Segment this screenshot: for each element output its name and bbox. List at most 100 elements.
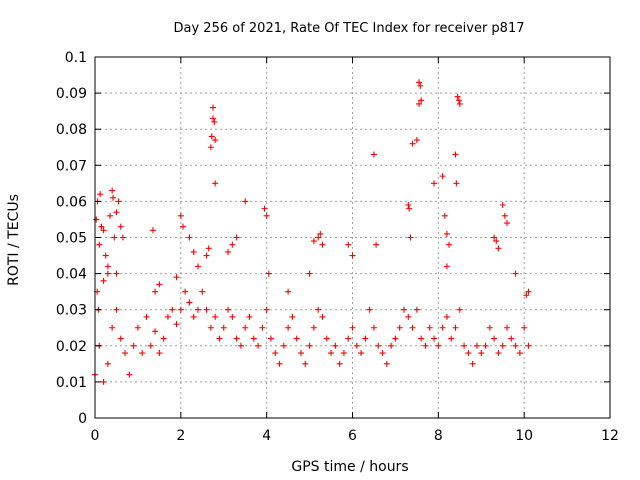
data-point (276, 360, 283, 367)
data-point (453, 180, 460, 187)
data-point (443, 313, 450, 320)
data-point (203, 252, 210, 259)
data-point (117, 335, 124, 342)
data-point (96, 241, 103, 248)
data-point (323, 335, 330, 342)
x-tick-label: 10 (515, 428, 533, 444)
data-point (315, 306, 322, 313)
data-point (182, 288, 189, 295)
axis-ticks (94, 56, 611, 419)
data-point (358, 350, 365, 357)
data-point (190, 248, 197, 255)
data-point (388, 342, 395, 349)
data-point (130, 342, 137, 349)
data-point (452, 324, 459, 331)
y-tick-label: 0.09 (56, 86, 87, 102)
data-point (160, 335, 167, 342)
data-point (233, 234, 240, 241)
data-point (205, 245, 212, 252)
data-point (504, 324, 510, 331)
data-point (109, 324, 116, 331)
data-point (401, 306, 407, 313)
data-point (431, 180, 438, 187)
data-point (491, 234, 498, 241)
data-point (431, 335, 438, 342)
data-point (212, 137, 219, 144)
data-point (370, 151, 377, 158)
data-point (443, 230, 450, 237)
data-point (306, 342, 313, 349)
data-point (319, 241, 326, 248)
data-point (255, 342, 262, 349)
data-point (169, 306, 176, 313)
data-point (117, 223, 124, 230)
x-tick-label: 0 (91, 428, 100, 444)
chart-title: Day 256 of 2021, Rate Of TEC Index for r… (174, 21, 525, 36)
data-point (152, 328, 159, 335)
data-point (149, 227, 156, 234)
data-point (482, 342, 489, 349)
data-point (521, 324, 528, 331)
data-point (499, 342, 506, 349)
data-point (454, 93, 461, 100)
data-point (441, 212, 448, 219)
x-tick-label: 12 (601, 428, 619, 444)
data-point (439, 173, 446, 180)
data-point (407, 234, 414, 241)
data-point (104, 360, 111, 367)
data-point (345, 335, 352, 342)
data-point (210, 104, 217, 111)
y-tick-labels: 0 0.01 0.02 0.03 0.04 0.05 0.06 0.07 0.08 0.09 0.1 (56, 50, 87, 427)
x-tick-labels: 0 2 4 6 8 10 12 (91, 428, 619, 444)
data-point (156, 281, 163, 288)
data-point (443, 263, 450, 270)
data-point (512, 270, 519, 277)
data-point (199, 288, 206, 295)
data-point (242, 198, 249, 205)
data-point (302, 360, 309, 367)
data-point (250, 335, 257, 342)
y-tick-label: 0.04 (56, 267, 87, 283)
data-point (525, 288, 532, 295)
data-point (111, 234, 118, 241)
data-point (212, 313, 219, 320)
data-point (448, 335, 455, 342)
data-point (211, 118, 218, 125)
data-point (416, 100, 423, 107)
data-point (173, 321, 180, 328)
x-axis-label: GPS time / hours (291, 459, 408, 475)
data-point (512, 342, 519, 349)
data-point (396, 324, 403, 331)
data-point (152, 288, 159, 295)
data-point (237, 342, 244, 349)
data-point (104, 270, 111, 277)
data-point (353, 342, 360, 349)
data-point (113, 209, 120, 216)
data-point (452, 151, 459, 158)
data-point (139, 350, 146, 357)
data-point (508, 335, 515, 342)
data-point (409, 324, 416, 331)
data-point (473, 342, 480, 349)
data-point (375, 342, 382, 349)
data-point (186, 299, 193, 306)
data-point (366, 306, 373, 313)
data-point (147, 342, 154, 349)
data-point (310, 238, 317, 245)
data-point (370, 324, 377, 331)
data-point (495, 350, 502, 357)
data-point (195, 263, 201, 270)
data-point (263, 306, 270, 313)
data-point (280, 342, 287, 349)
data-point (134, 324, 141, 331)
data-point (418, 335, 425, 342)
data-point (456, 306, 463, 313)
data-point (340, 350, 347, 357)
data-point (516, 350, 523, 357)
data-point (126, 371, 133, 378)
data-point (446, 241, 453, 248)
data-point (332, 342, 339, 349)
data-point (93, 216, 100, 223)
data-point (317, 230, 324, 237)
data-point (143, 313, 150, 320)
